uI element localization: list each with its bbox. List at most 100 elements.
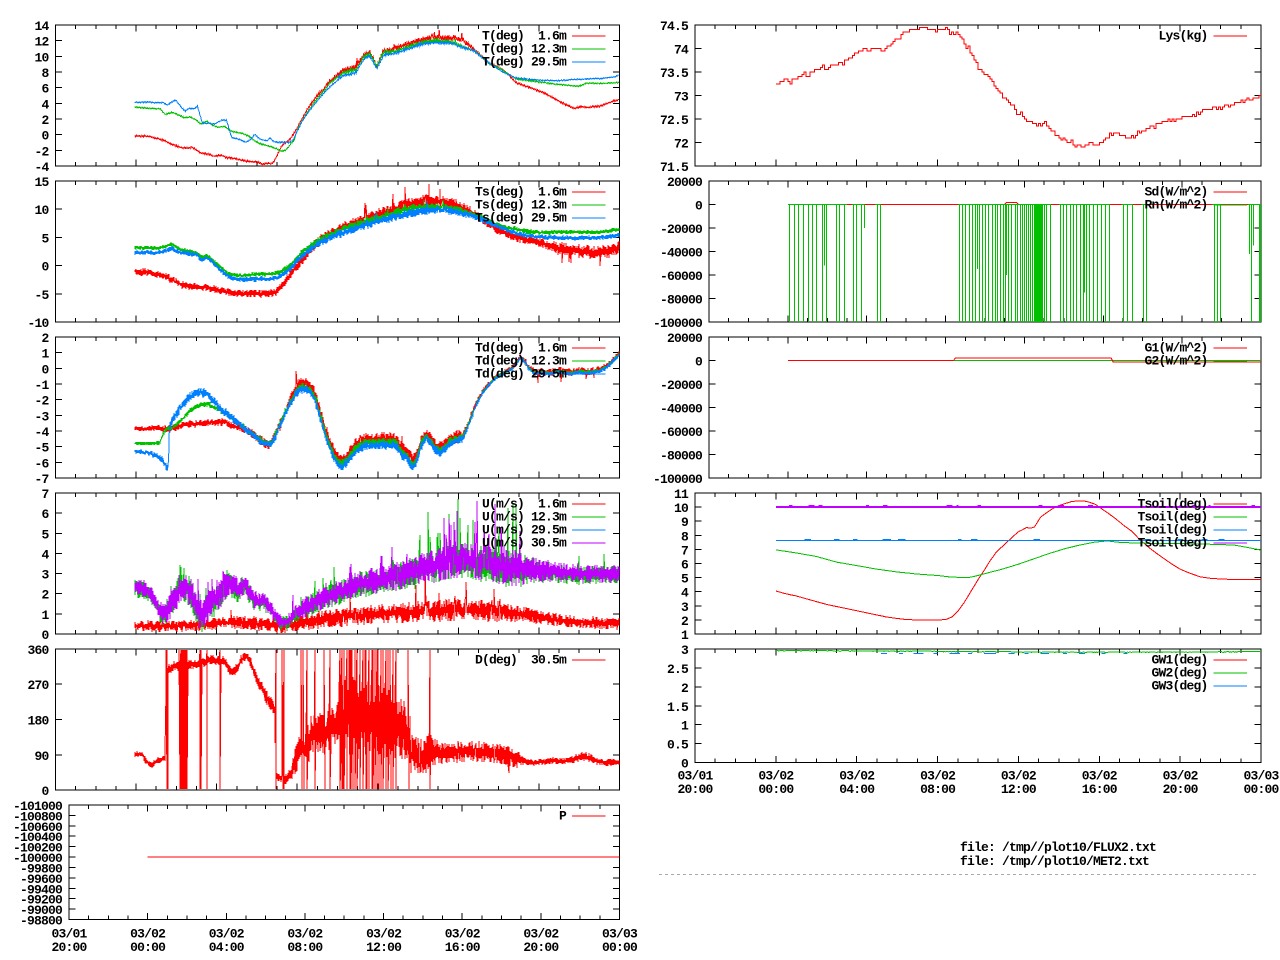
svg-text:16:00: 16:00 bbox=[445, 940, 481, 955]
svg-text:14: 14 bbox=[34, 19, 49, 34]
svg-text:G1(W/m^2): G1(W/m^2) bbox=[1144, 341, 1207, 356]
svg-text:03/01: 03/01 bbox=[677, 769, 713, 784]
svg-text:4: 4 bbox=[41, 547, 49, 562]
svg-text:-100000: -100000 bbox=[653, 472, 703, 487]
svg-text:180: 180 bbox=[27, 714, 49, 729]
svg-text:Td(deg) 12.3m: Td(deg) 12.3m bbox=[475, 354, 567, 369]
svg-text:-80000: -80000 bbox=[660, 449, 703, 464]
svg-text:-99200: -99200 bbox=[20, 893, 63, 908]
svg-text:0: 0 bbox=[695, 199, 703, 214]
svg-text:03/02: 03/02 bbox=[209, 927, 245, 942]
svg-text:8: 8 bbox=[681, 529, 689, 544]
svg-text:P: P bbox=[559, 809, 567, 824]
svg-text:7: 7 bbox=[681, 543, 688, 558]
svg-text:10: 10 bbox=[34, 50, 49, 65]
svg-text:15: 15 bbox=[34, 175, 49, 190]
svg-text:03/02: 03/02 bbox=[758, 769, 794, 784]
svg-text:GW2(deg): GW2(deg) bbox=[1151, 666, 1207, 681]
svg-text:Td(deg) 1.6m: Td(deg) 1.6m bbox=[475, 341, 567, 356]
svg-text:270: 270 bbox=[27, 678, 49, 693]
svg-text:03/02: 03/02 bbox=[1163, 769, 1199, 784]
svg-text:04:00: 04:00 bbox=[209, 940, 245, 955]
svg-text:U(m/s) 29.5m: U(m/s) 29.5m bbox=[482, 523, 567, 538]
svg-text:-98800: -98800 bbox=[20, 914, 63, 929]
svg-text:0: 0 bbox=[41, 362, 49, 377]
svg-text:1: 1 bbox=[681, 628, 689, 643]
svg-text:Tsoil(deg): Tsoil(deg) bbox=[1137, 497, 1207, 512]
svg-text:2.5: 2.5 bbox=[667, 662, 689, 677]
svg-text:10: 10 bbox=[674, 501, 689, 516]
svg-text:0.5: 0.5 bbox=[667, 738, 689, 753]
svg-text:-7: -7 bbox=[34, 472, 48, 487]
svg-text:-4: -4 bbox=[34, 425, 49, 440]
svg-text:4: 4 bbox=[41, 97, 49, 112]
svg-text:1: 1 bbox=[41, 608, 49, 623]
svg-text:0: 0 bbox=[681, 757, 689, 772]
svg-text:00:00: 00:00 bbox=[130, 940, 166, 955]
svg-text:T(deg) 29.5m: T(deg) 29.5m bbox=[482, 55, 567, 70]
svg-text:03/02: 03/02 bbox=[445, 927, 481, 942]
svg-text:04:00: 04:00 bbox=[839, 782, 875, 797]
svg-text:-2: -2 bbox=[34, 144, 49, 159]
svg-text:-99400: -99400 bbox=[20, 882, 63, 897]
svg-text:-60000: -60000 bbox=[660, 269, 703, 284]
svg-text:73: 73 bbox=[674, 90, 689, 105]
svg-text:-100800: -100800 bbox=[13, 809, 63, 824]
svg-text:03/02: 03/02 bbox=[1001, 769, 1037, 784]
svg-text:3: 3 bbox=[681, 643, 689, 658]
svg-text:Rn(W/m^2): Rn(W/m^2) bbox=[1144, 198, 1207, 213]
svg-text:2: 2 bbox=[41, 588, 49, 603]
svg-text:-20000: -20000 bbox=[660, 378, 703, 393]
svg-text:08:00: 08:00 bbox=[287, 940, 323, 955]
svg-text:-3: -3 bbox=[34, 409, 49, 424]
svg-text:0: 0 bbox=[41, 628, 49, 643]
svg-text:Ts(deg) 12.3m: Ts(deg) 12.3m bbox=[475, 198, 567, 213]
svg-text:-5: -5 bbox=[34, 441, 49, 456]
svg-text:03/02: 03/02 bbox=[366, 927, 402, 942]
svg-text:-1: -1 bbox=[34, 378, 49, 393]
svg-text:T(deg) 1.6m: T(deg) 1.6m bbox=[482, 29, 567, 44]
svg-text:-80000: -80000 bbox=[660, 293, 703, 308]
svg-text:20:00: 20:00 bbox=[1163, 782, 1199, 797]
svg-text:Ts(deg) 1.6m: Ts(deg) 1.6m bbox=[475, 185, 567, 200]
svg-text:03/02: 03/02 bbox=[523, 927, 559, 942]
svg-text:03/03: 03/03 bbox=[602, 927, 638, 942]
svg-text:Tsoil(deg): Tsoil(deg) bbox=[1137, 523, 1207, 538]
svg-text:20:00: 20:00 bbox=[677, 782, 713, 797]
svg-text:10: 10 bbox=[34, 203, 49, 218]
svg-text:T(deg) 12.3m: T(deg) 12.3m bbox=[482, 42, 567, 57]
svg-text:4: 4 bbox=[681, 586, 689, 601]
svg-text:12:00: 12:00 bbox=[366, 940, 402, 955]
svg-text:3: 3 bbox=[681, 600, 689, 615]
svg-text:11: 11 bbox=[674, 487, 689, 502]
svg-text:GW1(deg): GW1(deg) bbox=[1151, 653, 1207, 668]
svg-text:7: 7 bbox=[41, 487, 48, 502]
svg-text:1.5: 1.5 bbox=[667, 700, 689, 715]
svg-text:U(m/s) 12.3m: U(m/s) 12.3m bbox=[482, 510, 567, 525]
svg-text:5: 5 bbox=[41, 527, 49, 542]
svg-text:2: 2 bbox=[681, 681, 689, 696]
svg-text:03/02: 03/02 bbox=[1082, 769, 1118, 784]
svg-text:GW3(deg): GW3(deg) bbox=[1151, 679, 1207, 694]
svg-text:Tsoil(deg): Tsoil(deg) bbox=[1137, 510, 1207, 525]
svg-text:8: 8 bbox=[41, 66, 49, 81]
svg-text:G2(W/m^2): G2(W/m^2) bbox=[1144, 354, 1207, 369]
svg-text:3: 3 bbox=[41, 568, 49, 583]
svg-text:12:00: 12:00 bbox=[1001, 782, 1037, 797]
svg-text:74.5: 74.5 bbox=[660, 19, 689, 34]
svg-text:-99000: -99000 bbox=[20, 903, 63, 918]
svg-text:2: 2 bbox=[41, 331, 49, 346]
svg-text:5: 5 bbox=[41, 231, 49, 246]
svg-text:-6: -6 bbox=[34, 456, 49, 471]
svg-text:U(m/s) 30.5m: U(m/s) 30.5m bbox=[482, 536, 567, 551]
svg-text:71.5: 71.5 bbox=[660, 160, 689, 175]
svg-text:16:00: 16:00 bbox=[1082, 782, 1118, 797]
svg-text:Sd(W/m^2): Sd(W/m^2) bbox=[1144, 185, 1207, 200]
svg-text:360: 360 bbox=[27, 643, 49, 658]
svg-text:6: 6 bbox=[681, 558, 689, 573]
svg-text:03/02: 03/02 bbox=[839, 769, 875, 784]
svg-text:5: 5 bbox=[681, 572, 689, 587]
svg-text:73.5: 73.5 bbox=[660, 66, 689, 81]
svg-text:Td(deg) 29.5m: Td(deg) 29.5m bbox=[475, 367, 567, 382]
svg-text:-4: -4 bbox=[34, 160, 49, 175]
